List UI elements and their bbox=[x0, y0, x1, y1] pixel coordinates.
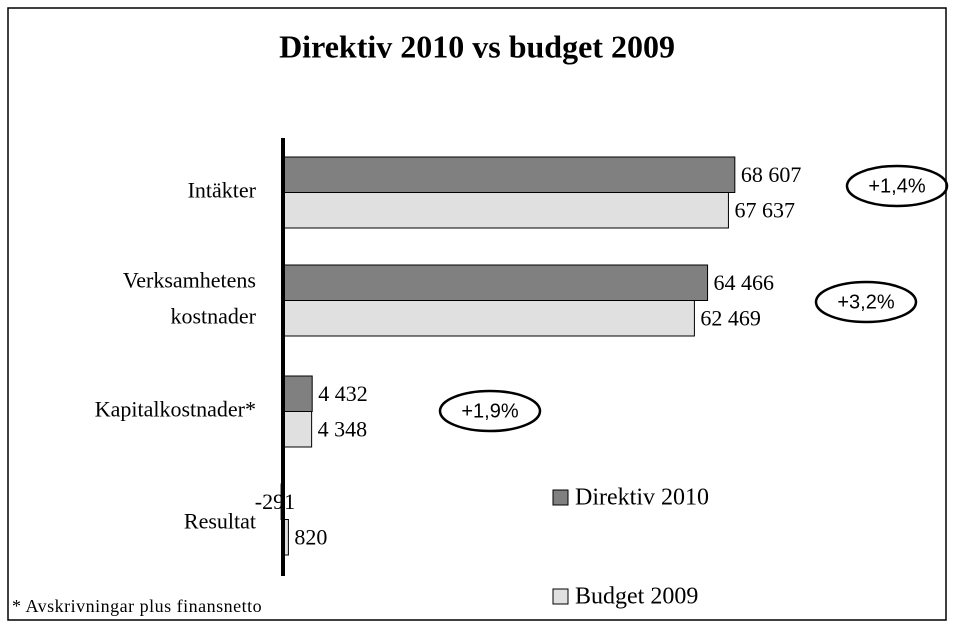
annotation: +1,9% bbox=[461, 400, 518, 422]
value-label: -291 bbox=[255, 489, 295, 514]
bar bbox=[282, 375, 313, 412]
value-label: 4 348 bbox=[318, 416, 368, 441]
value-label: 67 637 bbox=[734, 197, 795, 222]
annotation-ellipse bbox=[438, 389, 542, 433]
bar bbox=[282, 192, 729, 229]
legend-swatch bbox=[552, 588, 569, 605]
annotation: +3,2% bbox=[837, 291, 894, 313]
legend-label: Direktiv 2010 bbox=[575, 485, 709, 511]
value-label: 68 607 bbox=[741, 162, 802, 187]
value-label: 820 bbox=[294, 524, 327, 549]
value-label: 4 432 bbox=[318, 381, 368, 406]
annotation: +1,4% bbox=[868, 175, 925, 197]
bar bbox=[282, 156, 736, 193]
value-label: 62 469 bbox=[700, 305, 761, 330]
category-label: Intäkter bbox=[188, 178, 257, 203]
category-label: Verksamhetens kostnader bbox=[123, 268, 257, 329]
value-label: 64 466 bbox=[714, 270, 775, 295]
bar bbox=[282, 411, 313, 448]
bar bbox=[282, 264, 709, 301]
annotation-ellipse bbox=[845, 164, 949, 208]
footnote: * Avskrivningar plus finansnetto bbox=[12, 596, 262, 616]
category-label: Kapitalkostnader* bbox=[95, 397, 256, 422]
legend-swatch bbox=[552, 489, 569, 506]
annotation-ellipse bbox=[814, 280, 918, 324]
legend-label: Budget 2009 bbox=[575, 584, 698, 610]
bar bbox=[282, 300, 695, 337]
category-label: Resultat bbox=[184, 509, 256, 534]
chart-title: Direktiv 2010 vs budget 2009 bbox=[279, 28, 675, 64]
